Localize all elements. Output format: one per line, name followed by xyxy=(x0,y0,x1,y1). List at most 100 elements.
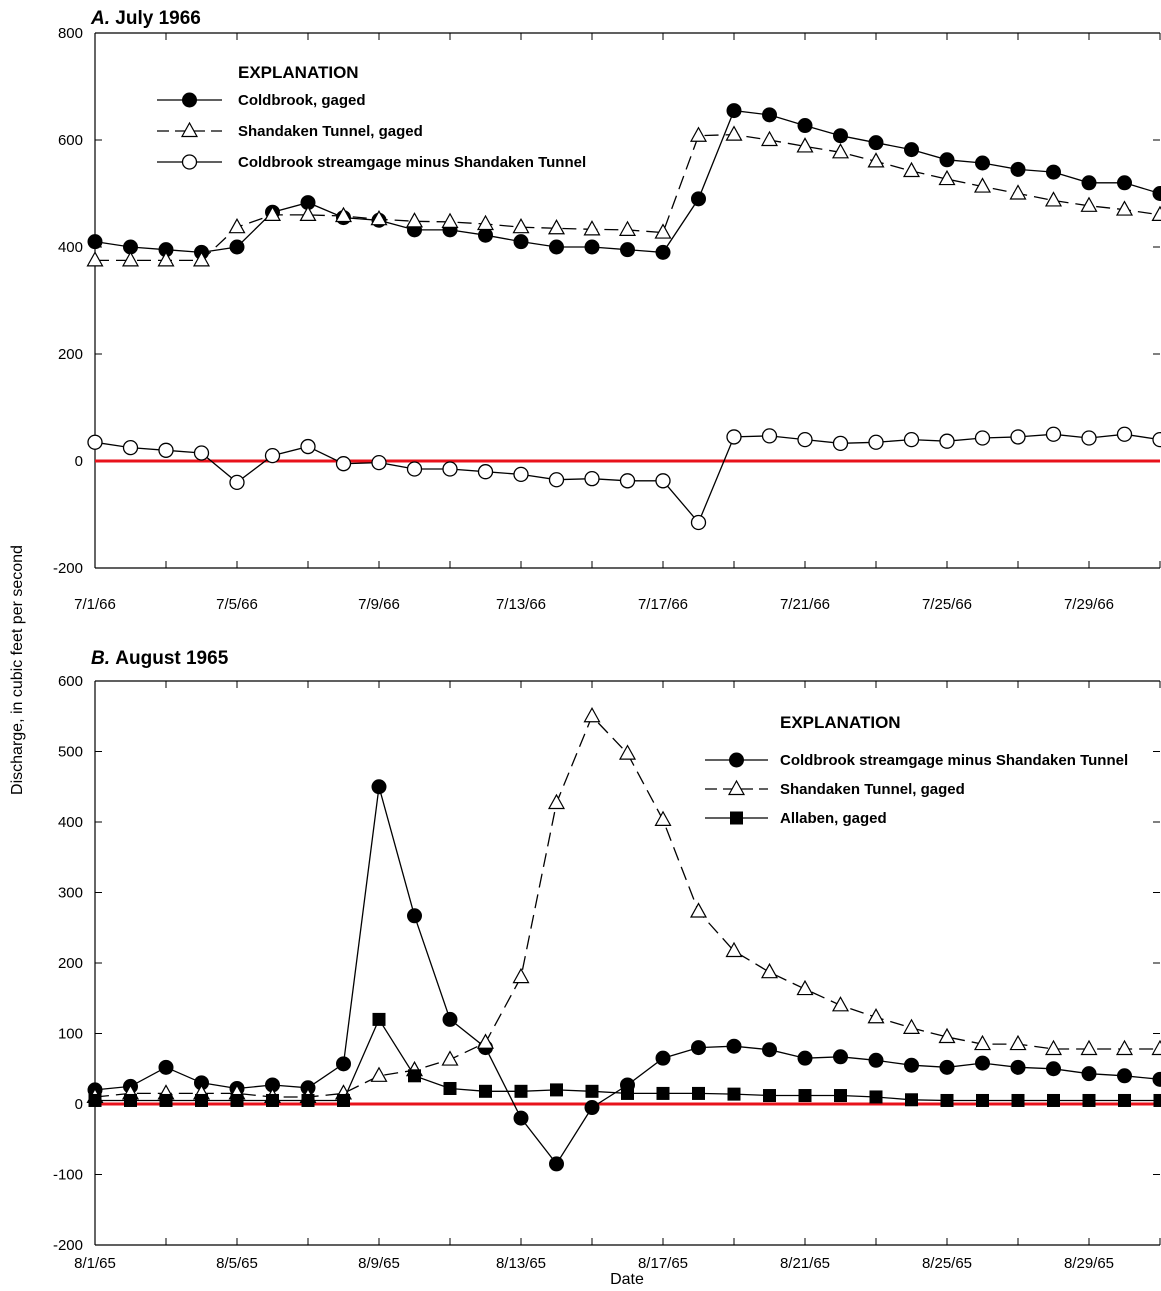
data-point xyxy=(1151,205,1161,221)
data-point xyxy=(87,234,103,250)
data-point xyxy=(1151,1039,1161,1056)
x-tick-label: 8/13/65 xyxy=(496,1255,546,1272)
data-point xyxy=(442,461,458,477)
data-point xyxy=(1045,426,1062,442)
data-point xyxy=(1081,430,1097,446)
y-tick-label: 200 xyxy=(58,346,83,363)
data-point xyxy=(478,227,493,243)
data-point xyxy=(867,1008,885,1024)
data-point xyxy=(371,779,387,795)
data-point xyxy=(938,169,956,186)
y-tick-label: -100 xyxy=(53,1167,83,1184)
data-point xyxy=(689,902,708,918)
series-line xyxy=(94,786,1161,1166)
data-point xyxy=(618,220,637,236)
y-tick-label: 600 xyxy=(58,132,83,149)
data-point xyxy=(549,239,564,255)
legend-heading: EXPLANATION xyxy=(238,63,359,82)
data-point xyxy=(121,251,140,267)
data-point xyxy=(86,251,104,267)
y-tick-label: 400 xyxy=(58,814,83,831)
data-point xyxy=(1047,1093,1060,1107)
data-point xyxy=(87,434,103,450)
data-point xyxy=(583,707,601,723)
data-point xyxy=(228,217,246,234)
panel-title: A. July 1966 xyxy=(90,8,201,29)
data-point xyxy=(479,1084,492,1098)
data-point xyxy=(760,130,779,147)
data-point xyxy=(973,177,992,193)
data-point xyxy=(868,434,884,450)
data-point xyxy=(902,1018,921,1034)
x-tick-label: 8/17/65 xyxy=(638,1255,688,1272)
data-point xyxy=(1115,1039,1134,1056)
data-point xyxy=(761,428,778,444)
x-tick-label: 7/5/66 xyxy=(216,596,258,613)
data-point xyxy=(299,205,317,221)
data-point xyxy=(940,1093,954,1107)
data-point xyxy=(831,143,850,159)
data-point xyxy=(798,1089,812,1103)
series-allaben-gaged xyxy=(88,1012,1161,1107)
data-point xyxy=(337,1093,350,1107)
data-point xyxy=(370,1066,388,1082)
legend-entry-label: Shandaken Tunnel, gaged xyxy=(238,123,423,140)
data-point xyxy=(584,239,600,255)
data-point xyxy=(654,810,672,826)
data-point xyxy=(334,206,353,223)
data-point xyxy=(726,429,742,445)
series-line xyxy=(94,715,1160,1098)
series-coldbrook-streamgage-minus-shandaken-tunnel xyxy=(87,779,1161,1172)
data-point xyxy=(831,996,850,1012)
data-point xyxy=(548,472,565,488)
data-point xyxy=(264,447,281,464)
data-point xyxy=(88,1093,102,1107)
y-tick-label: 800 xyxy=(58,25,83,42)
x-tick-label: 8/5/65 xyxy=(216,1255,258,1272)
data-point xyxy=(796,979,814,996)
data-point xyxy=(1010,161,1026,177)
y-tick-label: 200 xyxy=(58,955,83,972)
data-point xyxy=(1152,1071,1161,1087)
data-point xyxy=(1046,164,1061,180)
data-point xyxy=(1044,191,1063,207)
legend-entry-label: Coldbrook, gaged xyxy=(238,92,366,109)
x-axis-title: Date xyxy=(610,1271,644,1288)
data-point xyxy=(975,155,990,171)
data-point xyxy=(1081,1066,1097,1082)
data-point xyxy=(263,205,282,221)
series-coldbrook-streamgage-minus-shandaken-tunnel xyxy=(87,426,1161,531)
legend-swatch-marker xyxy=(729,752,744,768)
data-point xyxy=(158,1059,174,1075)
series-shandaken-tunnel-gaged xyxy=(86,125,1161,267)
data-point xyxy=(193,445,210,461)
data-point xyxy=(301,1093,315,1107)
data-point xyxy=(832,435,849,451)
data-point xyxy=(725,941,743,958)
data-point xyxy=(1009,184,1027,200)
legend: EXPLANATION Coldbrook, gaged Shandaken Tun… xyxy=(157,63,586,171)
data-point xyxy=(584,1100,600,1116)
data-point xyxy=(690,514,707,531)
data-point xyxy=(122,439,139,456)
data-point xyxy=(441,1050,459,1066)
data-point xyxy=(585,1084,599,1098)
data-point xyxy=(1010,429,1026,445)
data-point xyxy=(621,1086,634,1100)
data-point xyxy=(868,1052,884,1068)
data-point xyxy=(1044,1039,1063,1056)
legend-entry-label: Allaben, gaged xyxy=(780,810,887,827)
data-point xyxy=(692,1086,705,1100)
data-point xyxy=(618,744,637,760)
data-point xyxy=(939,433,955,449)
data-point xyxy=(549,1156,564,1172)
data-point xyxy=(335,456,352,472)
data-point xyxy=(1153,1093,1161,1107)
data-point xyxy=(1152,431,1161,448)
data-point xyxy=(727,1087,741,1101)
y-tick-label: 0 xyxy=(75,1096,83,1113)
x-tick-label: 7/25/66 xyxy=(922,596,972,613)
chart-panel-a: A. July 1966 -200 0 200 400 600 800 7/1/66 7/5/6… xyxy=(53,8,1161,613)
data-point xyxy=(796,137,814,153)
